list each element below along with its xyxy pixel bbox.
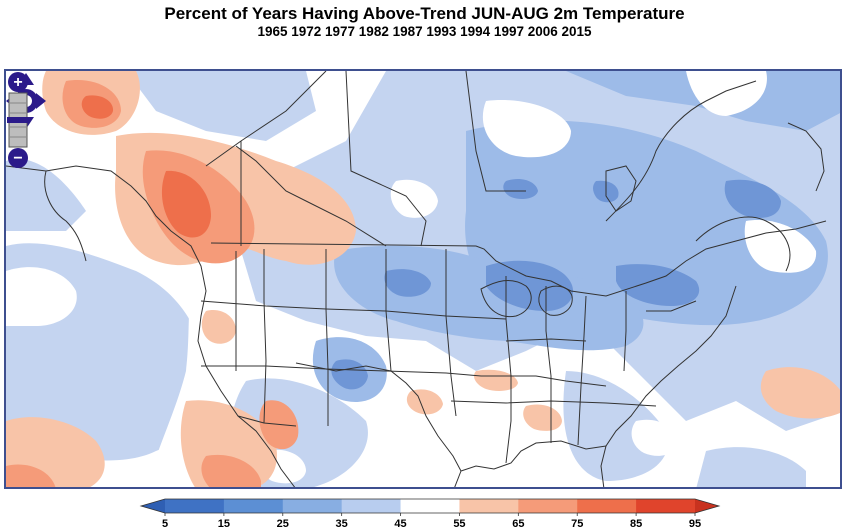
colorbar-tick-label: 45 (394, 518, 406, 530)
colorbar-tick-label: 65 (512, 518, 524, 530)
chart-subtitle: 1965 1972 1977 1982 1987 1993 1994 1997 … (257, 24, 592, 39)
colorbar-segment (223, 499, 284, 513)
zoom-in-button[interactable] (8, 72, 28, 92)
colorbar-segment (282, 499, 343, 513)
map-boundaries (6, 71, 827, 487)
colorbar-low-arrow (141, 499, 165, 513)
zoom-out-label: − (13, 150, 22, 167)
map-panel[interactable]: pan + − (4, 69, 842, 489)
dark-blue-regions (331, 179, 781, 390)
zoom-out-button[interactable] (8, 148, 28, 168)
colorbar-segment (400, 499, 460, 513)
colorbar-high-arrow (695, 499, 719, 513)
anomaly-map[interactable] (6, 71, 842, 489)
colorbar-tick-label: 25 (277, 518, 289, 530)
colorbar-tick-label: 35 (336, 518, 348, 530)
zoom-in-label: + (13, 74, 22, 91)
colorbar-segment (636, 499, 696, 513)
zoom-slider-handle[interactable] (7, 117, 29, 123)
colorbar-segment (577, 499, 637, 513)
colorbar-tick-label: 95 (689, 518, 701, 530)
colorbar-segment (518, 499, 578, 513)
dark-orange-regions (81, 95, 211, 238)
colorbar-tick-label: 15 (218, 518, 230, 530)
colorbar-segment (459, 499, 519, 513)
pan-right-arrow-icon[interactable] (36, 93, 46, 109)
zoom-control[interactable]: + − (6, 71, 30, 169)
colorbar-tick-label: 85 (630, 518, 642, 530)
colorbar-segment (341, 499, 402, 513)
colorbar-segment (165, 499, 225, 513)
chart-title: Percent of Years Having Above-Trend JUN-… (164, 4, 685, 23)
colorbar-tick-label: 5 (162, 518, 168, 530)
colorbar-legend: 5 15 25 35 45 55 65 75 85 95 (139, 498, 721, 530)
colorbar-tick-label: 75 (571, 518, 583, 530)
colorbar-tick-label: 55 (453, 518, 465, 530)
